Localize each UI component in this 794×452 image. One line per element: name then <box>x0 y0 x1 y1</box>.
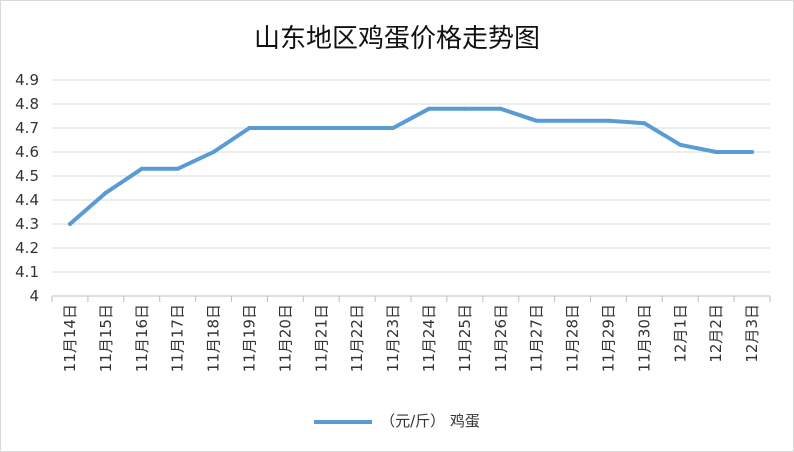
y-tick-label: 4.6 <box>15 143 39 161</box>
x-tick-label: 12月1日 <box>671 304 689 363</box>
x-tick-label: 11月24日 <box>420 304 438 372</box>
x-tick-label: 11月14日 <box>61 304 79 372</box>
y-tick-label: 4.2 <box>15 239 39 257</box>
x-tick-label: 11月16日 <box>133 304 151 372</box>
x-tick-label: 11月28日 <box>564 304 582 372</box>
x-tick-label: 11月19日 <box>240 304 258 372</box>
y-tick-label: 4 <box>29 287 39 305</box>
data-point <box>391 126 396 130</box>
y-tick-label: 4.8 <box>15 95 39 113</box>
y-tick-label: 4.9 <box>15 71 39 89</box>
series-line <box>67 106 755 226</box>
data-point <box>103 190 108 195</box>
grid-lines <box>52 79 770 297</box>
data-point <box>570 118 575 123</box>
data-point <box>750 150 755 154</box>
y-tick-label: 4.3 <box>15 215 39 233</box>
chart-title: 山东地区鸡蛋价格走势图 <box>253 24 540 54</box>
x-tick-label: 11月17日 <box>169 304 187 372</box>
data-point <box>462 106 467 111</box>
series-layer <box>67 106 755 226</box>
x-tick-label: 11月29日 <box>599 304 617 372</box>
x-tick-label: 11月23日 <box>384 304 402 372</box>
data-point <box>319 126 324 130</box>
data-point <box>498 106 503 111</box>
x-tick-label: 11月15日 <box>97 304 115 372</box>
data-point <box>534 118 539 123</box>
x-tick-label: 11月27日 <box>528 304 546 372</box>
x-axis: 11月14日 11月15日 11月16日 11月17日 11月18日 11月19日 11月2… <box>51 296 771 372</box>
data-point <box>642 121 647 126</box>
y-tick-label: 4.4 <box>15 191 39 209</box>
x-tick-label: 12月2日 <box>707 304 725 363</box>
legend-swatch <box>314 419 373 424</box>
data-point <box>283 126 288 130</box>
data-point <box>175 166 180 171</box>
x-tick-label: 11月30日 <box>635 304 653 372</box>
data-point <box>355 126 360 130</box>
data-point <box>426 106 431 111</box>
x-tick-label: 11月22日 <box>348 304 366 372</box>
legend-label: （元/斤） 鸡蛋 <box>380 412 480 430</box>
data-point <box>211 150 216 154</box>
y-axis: 4 4.1 4.2 4.3 4.4 4.5 4.6 4.7 4.8 4.9 <box>15 71 39 305</box>
x-tick-label: 11月25日 <box>456 304 474 372</box>
x-tick-label: 11月20日 <box>276 304 294 372</box>
data-point <box>67 222 72 226</box>
data-point <box>139 166 144 171</box>
y-tick-label: 4.1 <box>15 263 39 281</box>
x-tick-label: 11月21日 <box>312 304 330 372</box>
data-point <box>714 150 719 154</box>
legend: （元/斤） 鸡蛋 <box>0 410 794 431</box>
data-point <box>247 126 252 130</box>
y-tick-label: 4.5 <box>15 167 39 185</box>
x-tick-label: 11月26日 <box>492 304 510 372</box>
data-point <box>606 118 611 123</box>
x-tick-label: 11月18日 <box>205 304 223 372</box>
y-tick-label: 4.7 <box>15 119 39 137</box>
x-tick-label: 12月3日 <box>743 304 761 363</box>
data-point <box>678 142 683 147</box>
